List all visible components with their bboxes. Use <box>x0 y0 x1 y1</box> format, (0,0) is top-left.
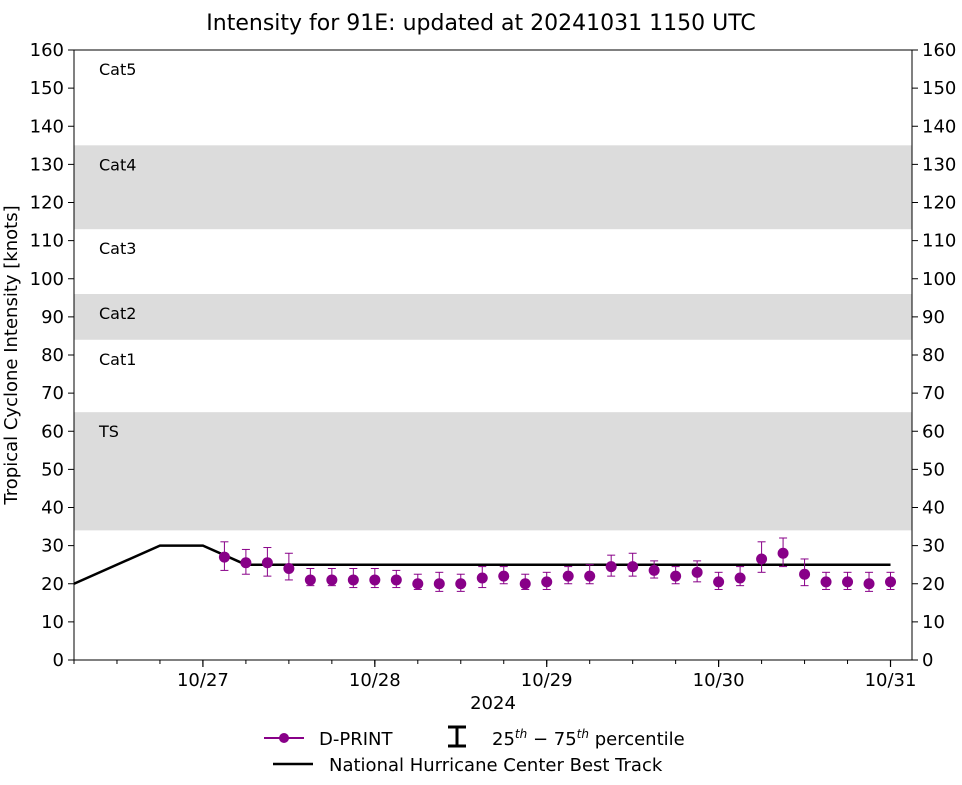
dprint-point <box>519 578 531 590</box>
plot-frame <box>73 49 913 661</box>
band-label-cat1: Cat1 <box>99 350 136 369</box>
band-label-cat5: Cat5 <box>99 60 136 79</box>
dprint-point <box>304 574 316 586</box>
band-ts <box>74 412 912 531</box>
y-tick-label-right-100: 100 <box>922 269 956 290</box>
legend-percentile-label: 25th − 75th percentile <box>492 727 685 750</box>
y-tick-label-right-150: 150 <box>922 78 956 99</box>
y-tick-label-left-30: 30 <box>41 536 64 557</box>
category-labels: TS Cat1 Cat2 Cat3 Cat4 Cat5 <box>98 60 136 441</box>
y-tick-label-right-110: 110 <box>922 231 956 252</box>
dprint-point <box>541 576 553 588</box>
dprint-point <box>863 578 875 590</box>
dprint-point <box>648 564 660 576</box>
dprint-point <box>885 576 897 588</box>
y-tick-label-right-140: 140 <box>922 116 956 137</box>
band-label-cat4: Cat4 <box>99 155 136 174</box>
x-tick-label-10-29: 10/29 <box>521 670 573 691</box>
y-tick-label-right-10: 10 <box>922 612 945 633</box>
band-label-cat3: Cat3 <box>99 239 136 258</box>
y-axis-label: Tropical Cyclone Intensity [knots] <box>1 205 22 505</box>
y-tick-label-right-130: 130 <box>922 154 956 175</box>
y-tick-label-left-50: 50 <box>41 459 64 480</box>
y-tick-label-right-30: 30 <box>922 536 945 557</box>
legend: D-PRINT 25th − 75th percentile National … <box>264 725 685 776</box>
y-tick-label-right-70: 70 <box>922 383 945 404</box>
y-tick-label-left-60: 60 <box>41 421 64 442</box>
legend-dprint-label: D-PRINT <box>319 729 393 750</box>
dprint-point <box>347 574 359 586</box>
category-bands <box>74 145 912 531</box>
y-tick-label-left-140: 140 <box>30 116 64 137</box>
dprint-point <box>584 570 596 582</box>
y-tick-label-right-120: 120 <box>922 193 956 214</box>
dprint-point <box>326 574 338 586</box>
y-tick-label-right-90: 90 <box>922 307 945 328</box>
y-tick-label-right-0: 0 <box>922 650 933 671</box>
dprint-point <box>756 553 768 565</box>
y-tick-label-left-90: 90 <box>41 307 64 328</box>
dprint-point <box>842 576 854 588</box>
chart-title: Intensity for 91E: updated at 20241031 1… <box>206 11 755 36</box>
y-axis-left: 0 10 20 30 40 50 60 70 80 90 100 110 120 130 140 150 160 <box>30 40 74 671</box>
x-tick-label-10-28: 10/28 <box>349 670 401 691</box>
dprint-point <box>498 570 510 582</box>
y-tick-label-left-10: 10 <box>41 612 64 633</box>
y-tick-label-left-130: 130 <box>30 154 64 175</box>
dprint-point <box>777 547 789 559</box>
dprint-point <box>627 561 639 573</box>
dprint-point <box>713 576 725 588</box>
dprint-point <box>734 572 746 584</box>
dprint-point <box>820 576 832 588</box>
y-tick-label-left-120: 120 <box>30 193 64 214</box>
x-tick-label-10-31: 10/31 <box>865 670 917 691</box>
dprint-point <box>605 561 617 573</box>
x-tick-label-10-27: 10/27 <box>177 670 229 691</box>
band-cat2 <box>74 294 912 340</box>
dprint-point <box>433 578 445 590</box>
dprint-point <box>670 570 682 582</box>
band-cat4 <box>74 145 912 230</box>
y-tick-label-left-70: 70 <box>41 383 64 404</box>
x-tick-label-10-30: 10/30 <box>693 670 745 691</box>
dprint-point <box>369 574 381 586</box>
best-track-line <box>73 544 891 585</box>
dprint-series <box>218 537 897 592</box>
legend-dprint-marker <box>279 733 289 743</box>
dprint-point <box>390 574 402 586</box>
x-axis-label: 2024 <box>470 693 516 714</box>
y-tick-label-right-50: 50 <box>922 459 945 480</box>
dprint-point <box>261 557 273 569</box>
y-tick-label-right-80: 80 <box>922 345 945 366</box>
dprint-point <box>218 551 230 563</box>
y-tick-label-left-100: 100 <box>30 269 64 290</box>
y-tick-label-right-20: 20 <box>922 574 945 595</box>
y-tick-label-left-160: 160 <box>30 40 64 61</box>
dprint-point <box>412 578 424 590</box>
y-tick-label-right-60: 60 <box>922 421 945 442</box>
y-tick-label-left-80: 80 <box>41 345 64 366</box>
dprint-point <box>455 578 467 590</box>
y-tick-label-left-0: 0 <box>53 650 64 671</box>
y-tick-label-left-40: 40 <box>41 498 64 519</box>
dprint-point <box>562 570 574 582</box>
y-tick-label-left-20: 20 <box>41 574 64 595</box>
y-tick-label-left-110: 110 <box>30 231 64 252</box>
x-axis: 10/27 10/28 10/29 10/30 10/31 <box>73 660 917 691</box>
legend-best-track-label: National Hurricane Center Best Track <box>329 755 663 776</box>
dprint-point <box>240 557 252 569</box>
dprint-point <box>283 563 295 574</box>
best-track-series <box>73 544 891 585</box>
y-tick-label-right-160: 160 <box>922 40 956 61</box>
y-axis-right: 0 10 20 30 40 50 60 70 80 90 100 110 120 130 140 150 160 <box>912 40 956 671</box>
dprint-point <box>799 568 811 580</box>
y-tick-label-left-150: 150 <box>30 78 64 99</box>
y-tick-label-right-40: 40 <box>922 498 945 519</box>
band-label-ts: TS <box>98 422 119 441</box>
band-label-cat2: Cat2 <box>99 304 136 323</box>
dprint-point <box>476 572 488 584</box>
dprint-point <box>691 566 703 578</box>
